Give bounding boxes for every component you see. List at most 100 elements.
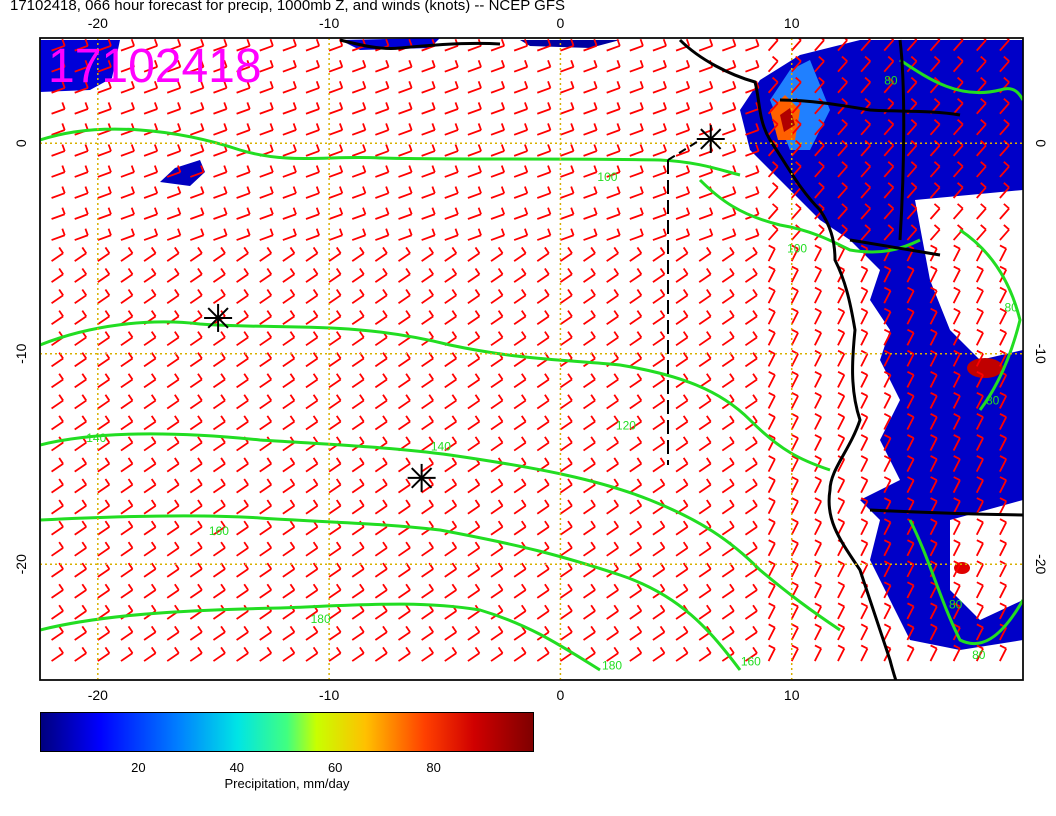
wind-barb bbox=[421, 541, 434, 557]
wind-barb bbox=[675, 207, 691, 220]
wind-barb bbox=[536, 310, 550, 326]
wind-barb bbox=[652, 165, 667, 178]
wind-barb bbox=[999, 392, 1008, 409]
wind-barb bbox=[444, 246, 458, 262]
wind-barb bbox=[791, 76, 802, 94]
contour-label: 80 bbox=[949, 597, 963, 611]
wind-barb bbox=[721, 267, 735, 283]
wind-barb bbox=[559, 457, 573, 473]
wind-barb bbox=[767, 518, 776, 536]
wind-barb bbox=[999, 413, 1008, 430]
wind-barb bbox=[166, 415, 180, 431]
wind-barb bbox=[143, 144, 159, 157]
wind-barb bbox=[212, 520, 226, 536]
wind-barb bbox=[212, 583, 226, 599]
wind-barb bbox=[652, 207, 667, 220]
wind-barb bbox=[767, 119, 779, 136]
wind-barb bbox=[236, 646, 249, 662]
wind-barb bbox=[51, 583, 64, 599]
contour-100-east bbox=[698, 178, 921, 254]
wind-barb bbox=[305, 102, 320, 115]
wind-barb bbox=[952, 476, 961, 494]
wind-barb bbox=[97, 289, 111, 304]
wind-barb bbox=[189, 394, 203, 410]
wind-barb bbox=[767, 602, 776, 620]
wind-barb bbox=[906, 581, 915, 599]
wind-barb bbox=[860, 455, 869, 473]
wind-barb bbox=[606, 478, 619, 494]
wind-barb bbox=[906, 140, 918, 157]
wind-barb bbox=[952, 119, 964, 136]
wind-barb bbox=[421, 415, 434, 431]
wind-barb bbox=[421, 289, 434, 304]
wind-barb bbox=[74, 186, 89, 199]
wind-barb bbox=[351, 81, 367, 94]
wind-barb bbox=[606, 144, 621, 157]
wind-barb bbox=[282, 478, 296, 494]
wind-barb bbox=[513, 646, 527, 662]
wind-barb bbox=[744, 352, 758, 368]
wind-barb bbox=[305, 625, 319, 641]
wind-barb bbox=[952, 392, 961, 409]
wind-barb bbox=[120, 267, 134, 283]
pressure-center-marker bbox=[407, 463, 436, 492]
wind-barb bbox=[606, 373, 619, 389]
wind-barb bbox=[444, 102, 459, 115]
border-interior-4 bbox=[898, 39, 906, 241]
wind-barb bbox=[467, 186, 482, 199]
wind-barb bbox=[883, 203, 895, 220]
wind-barb bbox=[629, 102, 644, 115]
wind-barb bbox=[860, 119, 872, 136]
wind-barb bbox=[190, 123, 205, 136]
wind-barb bbox=[536, 415, 550, 431]
wind-barb bbox=[97, 499, 111, 515]
wind-barb bbox=[536, 246, 550, 262]
wind-barb bbox=[629, 246, 643, 262]
wind-barb bbox=[374, 478, 388, 494]
wind-barb bbox=[629, 267, 643, 283]
wind-barb bbox=[51, 541, 64, 557]
wind-barb bbox=[236, 59, 251, 73]
wind-barb bbox=[744, 625, 758, 641]
wind-barb bbox=[259, 625, 273, 641]
wind-barb bbox=[74, 415, 87, 431]
wind-barb bbox=[259, 415, 273, 431]
wind-barb bbox=[906, 265, 915, 283]
wind-barb bbox=[560, 102, 575, 115]
wind-barb bbox=[790, 286, 799, 304]
wind-barb bbox=[189, 331, 203, 347]
wind-barb bbox=[444, 123, 459, 136]
wind-barb bbox=[282, 373, 296, 389]
wind-barb bbox=[652, 646, 666, 662]
precip-cell-east bbox=[967, 358, 1003, 378]
wind-barb bbox=[97, 102, 112, 115]
wind-barb bbox=[744, 457, 758, 473]
wind-barb bbox=[421, 267, 434, 283]
wind-barb bbox=[837, 328, 846, 346]
wind-barb bbox=[745, 123, 760, 136]
wind-barb bbox=[490, 310, 504, 326]
wind-barb bbox=[143, 394, 157, 410]
wind-barb bbox=[814, 161, 825, 178]
contour-120 bbox=[40, 320, 831, 472]
contour-80-interior bbox=[959, 228, 1022, 411]
wind-barb bbox=[120, 331, 134, 347]
wind-barb bbox=[583, 625, 596, 641]
wind-barb bbox=[282, 228, 297, 241]
wind-barb bbox=[929, 518, 938, 536]
wind-barb bbox=[143, 499, 157, 515]
wind-barb bbox=[929, 644, 938, 662]
contour-label: 80 bbox=[1004, 301, 1018, 315]
wind-barb bbox=[560, 144, 575, 157]
wind-barb bbox=[74, 520, 87, 536]
wind-barb bbox=[444, 436, 458, 452]
wind-barb bbox=[282, 38, 297, 52]
contour-label: 100 bbox=[787, 242, 807, 256]
wind-barb bbox=[536, 186, 552, 199]
contour-label: 160 bbox=[741, 654, 761, 668]
wind-barb bbox=[282, 246, 296, 262]
wind-barb bbox=[143, 267, 157, 283]
wind-barb bbox=[490, 81, 506, 94]
wind-barb bbox=[467, 520, 481, 536]
wind-barb bbox=[51, 165, 66, 178]
